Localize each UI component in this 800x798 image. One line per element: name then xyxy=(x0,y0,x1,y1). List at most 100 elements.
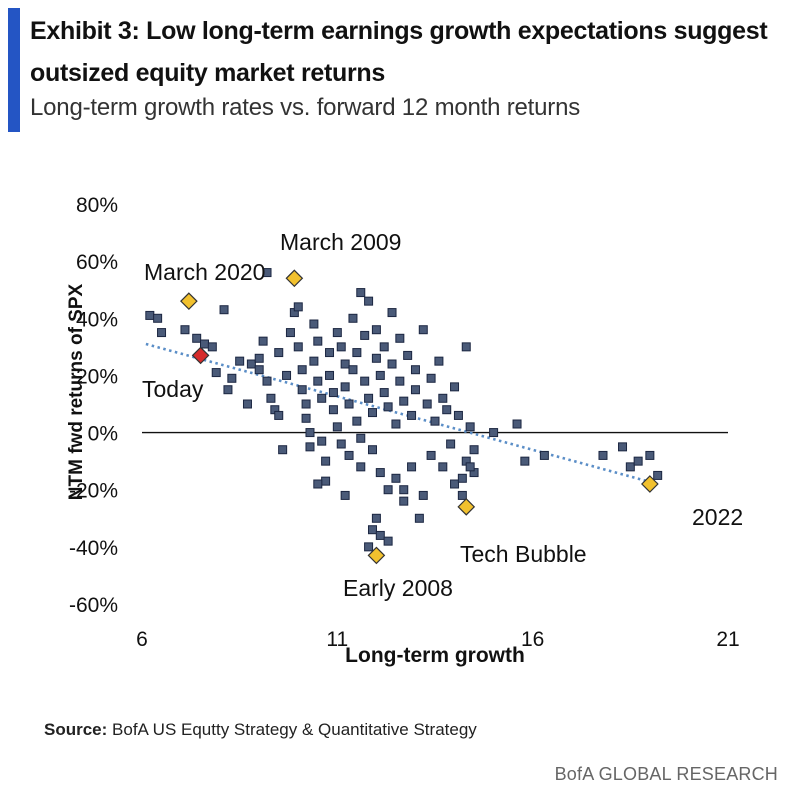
scatter-point xyxy=(219,305,229,315)
scatter-point xyxy=(430,416,440,426)
scatter-point xyxy=(305,442,315,452)
scatter-point xyxy=(367,525,377,535)
scatter-point xyxy=(356,288,366,298)
scatter-point xyxy=(422,399,432,409)
highlight-label: Today xyxy=(142,376,204,402)
scatter-point xyxy=(180,325,190,335)
scatter-point xyxy=(262,268,272,278)
highlight-label: Early 2008 xyxy=(343,575,453,601)
scatter-point xyxy=(438,462,448,472)
scatter-point xyxy=(371,513,381,523)
scatter-point xyxy=(520,456,530,466)
scatter-point xyxy=(328,405,338,415)
scatter-point xyxy=(336,342,346,352)
scatter-point xyxy=(383,402,393,412)
scatter-point xyxy=(512,419,522,429)
scatter-point xyxy=(274,348,284,358)
scatter-point xyxy=(356,462,366,472)
scatter-point xyxy=(332,422,342,432)
scatter-point xyxy=(367,408,377,418)
exhibit-subtitle: Long-term growth rates vs. forward 12 mo… xyxy=(30,94,581,121)
highlight-point xyxy=(641,475,659,493)
scatter-point xyxy=(399,496,409,506)
scatter-point xyxy=(539,450,549,460)
scatter-point xyxy=(285,328,295,338)
scatter-point xyxy=(340,382,350,392)
highlight-point xyxy=(285,269,304,288)
scatter-point xyxy=(325,348,335,358)
scatter-point xyxy=(625,462,635,472)
scatter-point xyxy=(192,333,202,343)
scatter-point xyxy=(383,485,393,495)
y-tick-label: -60% xyxy=(69,594,118,617)
scatter-point xyxy=(364,542,374,552)
scatter-point xyxy=(418,490,428,500)
scatter-point xyxy=(407,462,417,472)
scatter-point xyxy=(313,479,323,489)
scatter-point xyxy=(457,473,467,483)
highlight-label: March 2009 xyxy=(280,229,401,255)
scatter-point xyxy=(403,350,413,360)
scatter-point xyxy=(352,416,362,426)
scatter-point xyxy=(157,328,167,338)
highlight-point xyxy=(367,546,386,565)
scatter-point xyxy=(223,385,233,395)
scatter-point xyxy=(328,388,338,398)
y-tick-label: 80% xyxy=(76,194,118,217)
scatter-point xyxy=(645,450,655,460)
highlight-label: Tech Bubble xyxy=(460,541,587,567)
scatter-point xyxy=(410,385,420,395)
scatter-point xyxy=(344,399,354,409)
scatter-point xyxy=(450,479,460,489)
y-tick-label: -40% xyxy=(69,537,118,560)
scatter-point xyxy=(465,462,475,472)
scatter-point xyxy=(395,376,405,386)
scatter-point xyxy=(305,428,315,438)
scatter-point xyxy=(211,368,221,378)
scatter-point xyxy=(360,376,370,386)
y-axis-label: NTM fwd returns of SPX xyxy=(66,283,87,500)
scatter-point xyxy=(465,422,475,432)
y-axis-ticks: 80% 60% 40% 20% 0% -20% -40% -60% xyxy=(69,194,118,617)
scatter-point xyxy=(325,370,335,380)
source-text: BofA US Equtty Strategy & Quantitative S… xyxy=(112,720,477,739)
scatter-point xyxy=(407,410,417,420)
y-tick-label: -20% xyxy=(69,480,118,503)
highlight-point xyxy=(457,498,476,516)
scatter-point xyxy=(348,313,358,323)
scatter-point xyxy=(207,342,217,352)
scatter-point xyxy=(391,419,401,429)
scatter-point xyxy=(414,513,424,523)
scatter-point xyxy=(309,319,319,329)
scatter-point xyxy=(301,413,311,423)
scatter-point xyxy=(227,373,237,383)
accent-bar xyxy=(8,8,20,132)
highlight-label: March 2020 xyxy=(144,259,265,285)
scatter-point xyxy=(399,396,409,406)
scatter-point xyxy=(426,373,436,383)
highlighted-points: March 2020 March 2009 Early 2008 Tech Bubbl… xyxy=(142,229,743,601)
scatter-point xyxy=(321,476,331,486)
scatter-point xyxy=(391,473,401,483)
scatter-point xyxy=(434,356,444,366)
scatter-point xyxy=(410,365,420,375)
scatter-chart: 80% 60% 40% 20% 0% -20% -40% -60% 6 11 16 21 March… xyxy=(66,194,743,667)
scatter-point xyxy=(254,353,264,363)
scatter-point xyxy=(258,336,268,346)
scatter-point xyxy=(379,342,389,352)
scatter-point xyxy=(242,399,252,409)
scatter-point xyxy=(313,336,323,346)
scatter-point xyxy=(317,393,327,403)
x-axis-ticks: 6 11 16 21 xyxy=(136,628,740,651)
scatter-point xyxy=(340,359,350,369)
x-tick-label: 11 xyxy=(326,628,348,651)
scatter-point xyxy=(352,348,362,358)
brand-label: BofA GLOBAL RESEARCH xyxy=(554,764,778,784)
scatter-point xyxy=(418,325,428,335)
scatter-point xyxy=(266,393,276,403)
scatter-point xyxy=(371,353,381,363)
scatter-point xyxy=(438,393,448,403)
highlight-point xyxy=(191,346,210,365)
scatter-point xyxy=(336,439,346,449)
scatter-point xyxy=(297,365,307,375)
